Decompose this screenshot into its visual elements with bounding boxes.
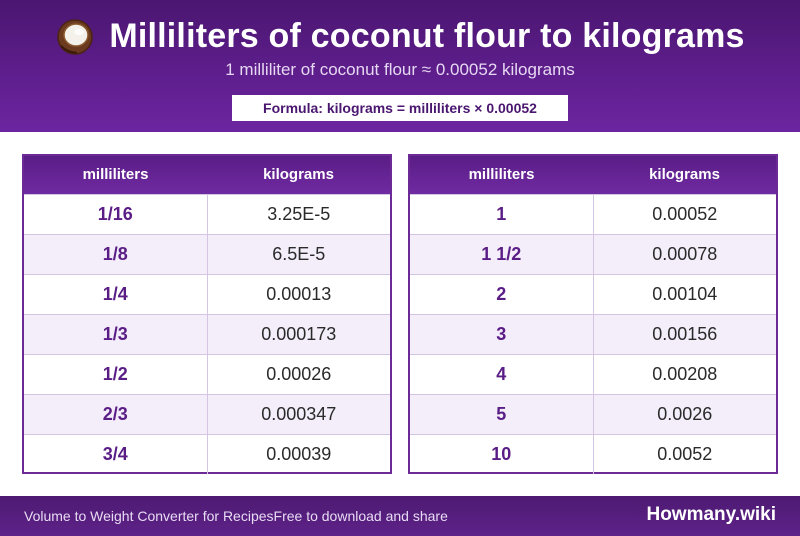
milliliters-cell: 1 (410, 193, 594, 234)
table-row: 1/8 6.5E-5 (24, 233, 390, 274)
table-row: 1/3 0.000173 (24, 313, 390, 354)
footer-caption: Volume to Weight Converter for RecipesFr… (24, 508, 448, 524)
conversion-subtitle: 1 milliliter of coconut flour ≈ 0.00052 … (225, 60, 575, 79)
kilograms-cell: 0.00104 (593, 273, 776, 314)
table-row: 2 0.00104 (410, 273, 776, 314)
column-header-kilograms: kilograms (207, 156, 390, 194)
milliliters-cell: 1/16 (24, 193, 208, 234)
table-row: 2/3 0.000347 (24, 393, 390, 434)
kilograms-cell: 0.00078 (593, 233, 776, 274)
milliliters-cell: 1 1/2 (410, 233, 594, 274)
milliliters-cell: 1/2 (24, 353, 208, 394)
table-header-row: milliliters kilograms (24, 156, 390, 194)
table-row: 1/4 0.00013 (24, 273, 390, 314)
table-row: 4 0.00208 (410, 353, 776, 394)
kilograms-cell: 0.0026 (593, 393, 776, 434)
conversion-table-left: milliliters kilograms 1/16 3.25E-5 1/8 6.5… (22, 154, 392, 474)
column-header-milliliters: milliliters (410, 156, 593, 194)
table-row: 1/2 0.00026 (24, 353, 390, 394)
formula-box: Formula: kilograms = milliliters × 0.000… (232, 95, 568, 121)
coconut-icon (57, 19, 94, 55)
milliliters-cell: 1/3 (24, 313, 208, 354)
title-row: Milliliters of coconut flour to kilogram… (0, 14, 800, 58)
table-row: 1 0.00052 (410, 193, 776, 234)
kilograms-cell: 0.000347 (207, 393, 390, 434)
milliliters-cell: 2/3 (24, 393, 208, 434)
conversion-table-right: milliliters kilograms 1 0.00052 1 1/2 0.00… (408, 154, 778, 474)
milliliters-cell: 1/8 (24, 233, 208, 274)
milliliters-cell: 3/4 (24, 433, 208, 474)
kilograms-cell: 0.00208 (593, 353, 776, 394)
header-banner: Milliliters of coconut flour to kilogram… (0, 0, 800, 132)
kilograms-cell: 0.00052 (593, 193, 776, 234)
milliliters-cell: 2 (410, 273, 594, 314)
table-header-row: milliliters kilograms (410, 156, 776, 194)
table-row: 3 0.00156 (410, 313, 776, 354)
milliliters-cell: 10 (410, 433, 594, 474)
footer-bar: Volume to Weight Converter for RecipesFr… (0, 496, 800, 536)
table-row: 5 0.0026 (410, 393, 776, 434)
table-row: 3/4 0.00039 (24, 433, 390, 474)
column-header-kilograms: kilograms (593, 156, 776, 194)
kilograms-cell: 0.000173 (207, 313, 390, 354)
milliliters-cell: 5 (410, 393, 594, 434)
kilograms-cell: 0.00026 (207, 353, 390, 394)
kilograms-cell: 0.0052 (593, 433, 776, 474)
kilograms-cell: 0.00039 (207, 433, 390, 474)
table-row: 1 1/2 0.00078 (410, 233, 776, 274)
brand-logo-text[interactable]: Howmany.wiki (646, 504, 776, 525)
kilograms-cell: 3.25E-5 (207, 193, 390, 234)
page-title: Milliliters of coconut flour to kilogram… (109, 16, 745, 55)
milliliters-cell: 3 (410, 313, 594, 354)
milliliters-cell: 4 (410, 353, 594, 394)
kilograms-cell: 6.5E-5 (207, 233, 390, 274)
table-row: 10 0.0052 (410, 433, 776, 474)
column-header-milliliters: milliliters (24, 156, 207, 194)
kilograms-cell: 0.00156 (593, 313, 776, 354)
table-row: 1/16 3.25E-5 (24, 193, 390, 234)
kilograms-cell: 0.00013 (207, 273, 390, 314)
milliliters-cell: 1/4 (24, 273, 208, 314)
